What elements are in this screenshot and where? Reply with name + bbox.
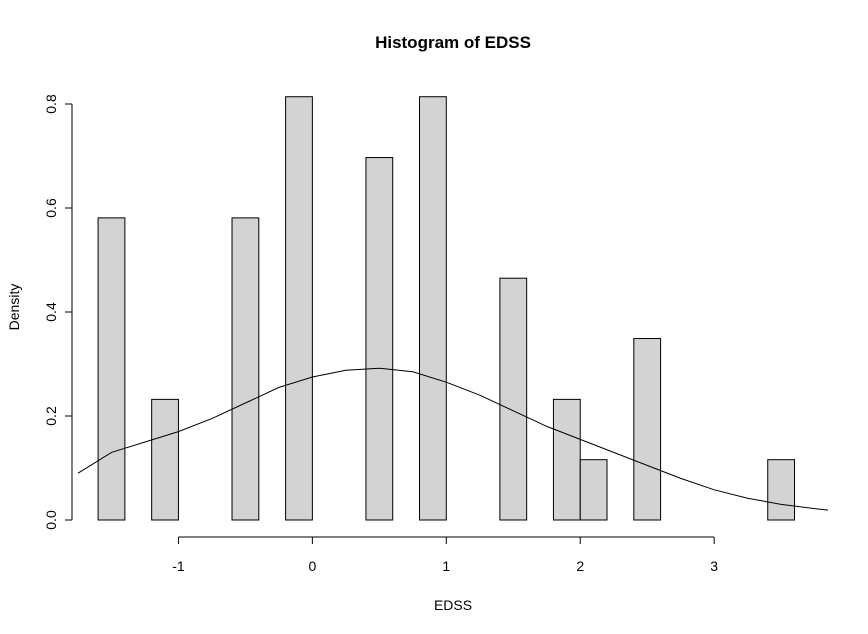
chart-title: Histogram of EDSS bbox=[375, 33, 531, 52]
x-tick-label-0: -1 bbox=[172, 558, 185, 574]
histogram-bar-2 bbox=[231, 217, 260, 521]
y-tick-label-3: 0.6 bbox=[43, 198, 59, 218]
y-axis: 0.0 0.2 0.4 0.6 0.8 bbox=[43, 94, 73, 530]
histogram-bar-0 bbox=[97, 217, 126, 521]
histogram-bar-7 bbox=[552, 398, 581, 521]
histogram-bar-5 bbox=[419, 96, 447, 521]
x-tick-label-4: 3 bbox=[710, 558, 718, 574]
y-tick-label-2: 0.4 bbox=[43, 302, 59, 322]
y-tick-label-0: 0.0 bbox=[43, 510, 59, 530]
histogram-bar-3 bbox=[285, 96, 313, 521]
histogram-bar-8 bbox=[579, 459, 608, 521]
x-tick-label-1: 0 bbox=[308, 558, 316, 574]
density-curve-line bbox=[77, 367, 829, 511]
density-curve-group bbox=[77, 367, 829, 511]
bars-group bbox=[97, 96, 796, 521]
y-tick-label-1: 0.2 bbox=[43, 406, 59, 426]
histogram-bar-9 bbox=[633, 338, 662, 521]
x-tick-label-3: 2 bbox=[576, 558, 584, 574]
y-axis-label: Density bbox=[6, 284, 22, 331]
x-axis: -1 0 1 2 3 bbox=[172, 536, 718, 574]
histogram-bar-10 bbox=[767, 459, 796, 521]
histogram-bar-4 bbox=[365, 157, 394, 521]
x-tick-label-2: 1 bbox=[442, 558, 450, 574]
histogram-bar-6 bbox=[499, 277, 528, 521]
y-tick-label-4: 0.8 bbox=[43, 94, 59, 114]
histogram-bar-1 bbox=[151, 398, 179, 521]
x-axis-label: EDSS bbox=[434, 597, 472, 613]
